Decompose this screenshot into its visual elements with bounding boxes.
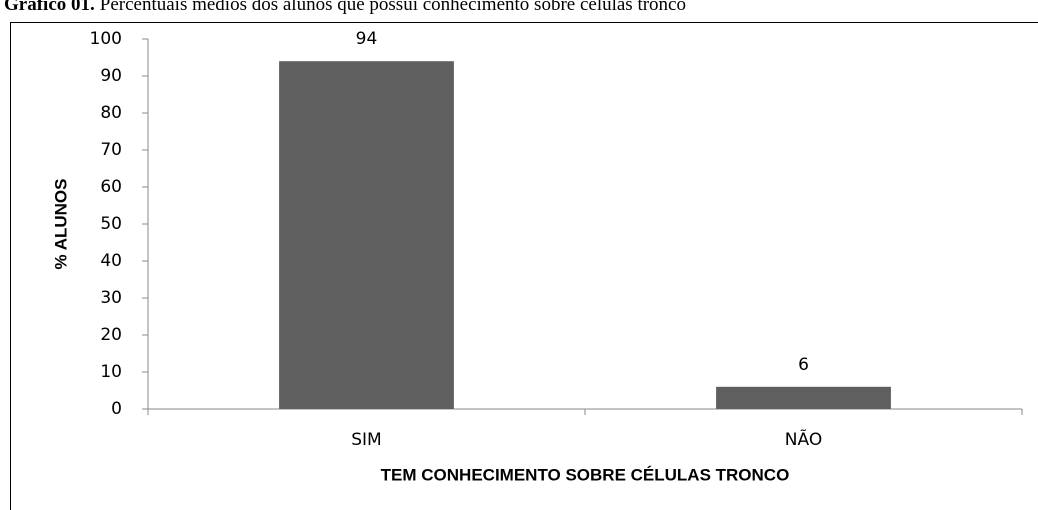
x-tick-label: SIM — [351, 430, 381, 450]
bar — [716, 386, 891, 409]
y-tick-label: 40 — [100, 251, 122, 271]
data-label: 6 — [798, 355, 809, 375]
x-tick-label: NÃO — [785, 428, 822, 450]
y-tick-label: 100 — [90, 29, 122, 49]
y-tick-label: 60 — [100, 177, 122, 197]
x-axis-label: TEM CONHECIMENTO SOBRE CÉLULAS TRONCO — [381, 465, 790, 484]
chart-title: Percentuais médios dos alunos que possui… — [100, 0, 686, 15]
y-tick-label: 0 — [111, 399, 122, 419]
y-tick-label: 70 — [100, 140, 122, 160]
y-tick-label: 50 — [100, 214, 122, 234]
caption-label: Gráfico 01. — [4, 0, 95, 15]
y-tick-label: 10 — [100, 362, 122, 382]
y-tick-label: 80 — [100, 103, 122, 123]
y-tick-label: 30 — [100, 288, 122, 308]
bar — [279, 61, 454, 409]
y-tick-label: 90 — [100, 66, 122, 86]
chart-border — [10, 22, 1038, 510]
y-axis-label: % ALUNOS — [51, 179, 70, 270]
caption: Gráfico 01. Percentuais médios dos alunos… — [4, 0, 686, 15]
y-tick-label: 20 — [100, 325, 122, 345]
data-label: 94 — [356, 29, 378, 49]
